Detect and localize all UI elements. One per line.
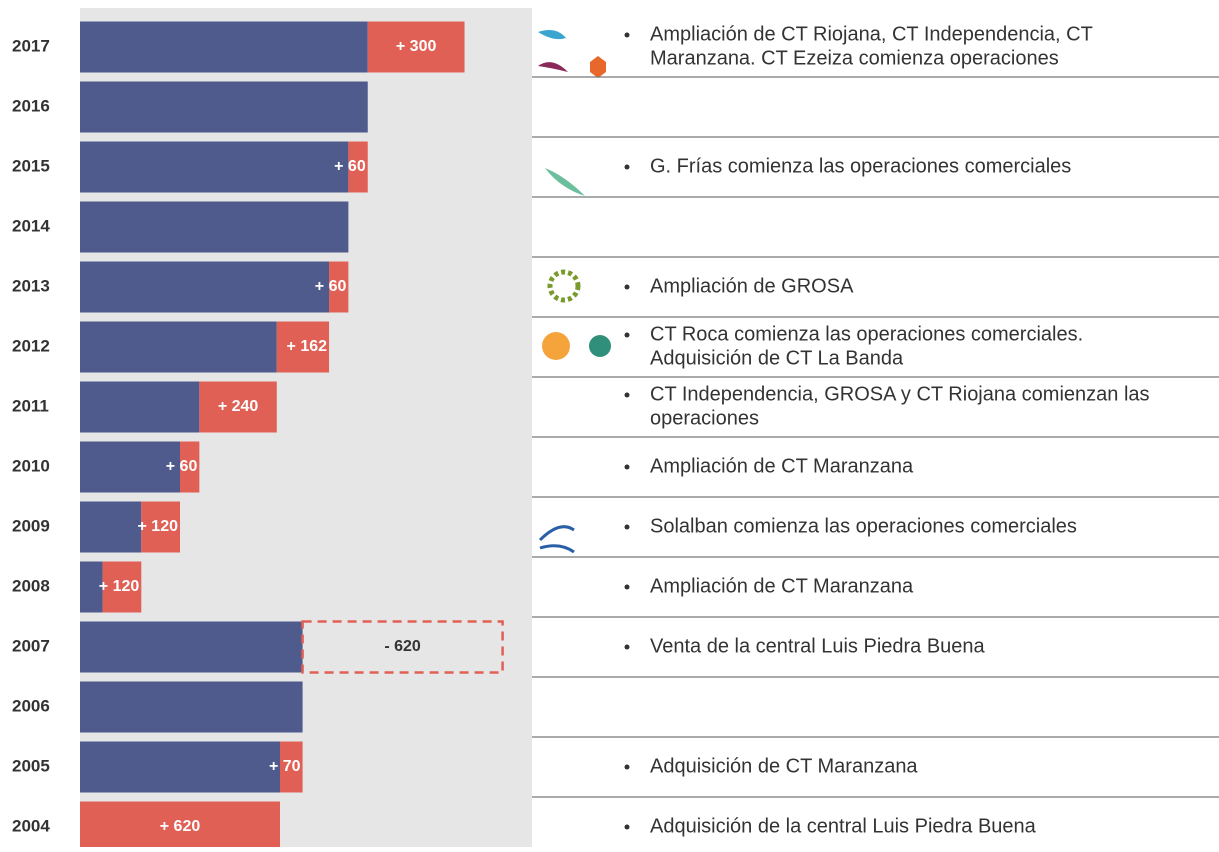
bullet xyxy=(624,524,630,530)
value-label: + 240 xyxy=(218,398,259,415)
y-tick-label: 2007 xyxy=(12,636,50,655)
value-label: + 60 xyxy=(334,158,366,175)
event-text: CT Roca comienza las operaciones comerci… xyxy=(650,323,1083,345)
base-bar xyxy=(80,21,368,73)
base-bar xyxy=(80,81,368,133)
change-bar xyxy=(80,801,280,852)
y-tick-label: 2012 xyxy=(12,336,50,355)
event-text: Ampliación de CT Riojana, CT Independenc… xyxy=(650,23,1093,45)
change-bar xyxy=(102,561,142,613)
change-bar xyxy=(348,141,368,193)
base-bar xyxy=(80,261,330,313)
event-text: Maranzana. CT Ezeiza comienza operacione… xyxy=(650,47,1059,69)
y-tick-label: 2017 xyxy=(12,36,50,55)
y-tick-label: 2015 xyxy=(12,156,50,175)
base-bar xyxy=(80,561,103,613)
bullet xyxy=(624,332,630,338)
event-text: Ampliación de CT Maranzana xyxy=(650,575,914,597)
event-text: operaciones xyxy=(650,407,759,429)
y-tick-label: 2011 xyxy=(12,396,49,415)
event-text: CT Independencia, GROSA y CT Riojana com… xyxy=(650,383,1150,405)
base-bar xyxy=(80,321,277,373)
event-text: Adquisición de CT La Banda xyxy=(650,347,904,369)
icon xyxy=(538,30,566,40)
value-label: + 60 xyxy=(166,458,198,475)
bullet xyxy=(624,584,630,590)
icon xyxy=(590,56,606,78)
bullet xyxy=(624,164,630,170)
y-tick-label: 2008 xyxy=(12,576,50,595)
event-text: Adquisición de la central Luis Piedra Bu… xyxy=(650,815,1037,837)
icon xyxy=(545,168,585,196)
event-text: G. Frías comienza las operaciones comerc… xyxy=(650,155,1071,177)
value-label: + 60 xyxy=(315,278,347,295)
value-label: + 70 xyxy=(269,758,301,775)
icon xyxy=(542,332,570,360)
value-label: + 120 xyxy=(99,578,140,595)
y-tick-label: 2006 xyxy=(12,696,50,715)
y-tick-label: 2005 xyxy=(12,756,50,775)
icon xyxy=(538,62,568,72)
value-label: + 120 xyxy=(138,518,179,535)
bullet xyxy=(624,824,630,830)
y-tick-label: 2016 xyxy=(12,96,50,115)
base-bar xyxy=(80,741,280,793)
base-bar xyxy=(80,681,303,733)
bullet xyxy=(624,464,630,470)
icon xyxy=(538,525,575,554)
value-label: + 300 xyxy=(396,38,437,55)
change-bar xyxy=(199,381,277,433)
bullet xyxy=(624,644,630,650)
base-bar xyxy=(80,621,303,673)
icons xyxy=(538,30,611,554)
icon xyxy=(589,335,611,357)
base-bar xyxy=(80,201,349,253)
y-tick-label: 2004 xyxy=(12,816,50,835)
change-bar xyxy=(141,501,180,553)
base-bar xyxy=(80,141,349,193)
value-label: + 620 xyxy=(160,818,201,835)
y-tick-label: 2009 xyxy=(12,516,50,535)
change-bar xyxy=(329,261,349,313)
event-text: Solalban comienza las operaciones comerc… xyxy=(650,515,1077,537)
value-label: - 620 xyxy=(384,638,421,655)
base-bar xyxy=(80,501,142,553)
base-bar xyxy=(80,381,200,433)
icon xyxy=(547,269,581,303)
bullet xyxy=(624,32,630,38)
event-text: Ampliación de GROSA xyxy=(650,275,854,297)
y-tick-label: 2013 xyxy=(12,276,50,295)
bullet xyxy=(624,284,630,290)
y-tick-label: 2010 xyxy=(12,456,50,475)
change-bar xyxy=(280,741,303,793)
decrease-box xyxy=(301,620,504,674)
base-bar xyxy=(80,441,180,493)
change-bar xyxy=(367,21,465,73)
y-tick-label: 2014 xyxy=(12,216,50,235)
event-text: Ampliación de CT Maranzana xyxy=(650,455,914,477)
event-text: Adquisición de CT Maranzana xyxy=(650,755,918,777)
event-text: Venta de la central Luis Piedra Buena xyxy=(650,635,986,657)
bullet xyxy=(624,764,630,770)
bullet xyxy=(624,392,630,398)
change-bar xyxy=(180,441,200,493)
value-label: + 162 xyxy=(287,338,328,355)
change-bar xyxy=(276,321,330,373)
